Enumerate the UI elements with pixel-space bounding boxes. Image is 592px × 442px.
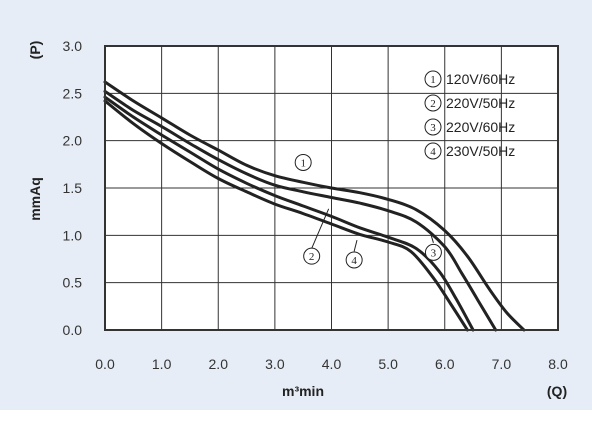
curve-label-circle	[303, 247, 321, 265]
curve-label-leader	[311, 208, 330, 249]
curve-label-leader	[353, 239, 358, 252]
legend-entry-label: 220V/50Hz	[446, 95, 515, 111]
y-tick-label: 1.5	[63, 180, 83, 196]
x-tick-labels: 0.0 1.0 2.0 3.0 4.0 5.0 6.0 7.0 8.0	[95, 356, 568, 372]
curve-label-number: 1	[300, 157, 306, 169]
legend-entry-label: 230V/50Hz	[446, 143, 515, 159]
y-tick-label: 2.5	[63, 85, 83, 101]
y-tick-label: 2.0	[63, 133, 83, 149]
x-axis-label: m³min	[282, 383, 324, 399]
legend-marker	[424, 94, 442, 112]
x-axis-unit: (Q)	[547, 383, 567, 399]
legend-marker-number: 3	[430, 122, 436, 134]
x-tick-label: 7.0	[492, 356, 512, 372]
series-line-3	[103, 89, 498, 332]
legend-marker	[424, 70, 442, 88]
x-tick-label: 6.0	[435, 356, 455, 372]
x-tick-label: 0.0	[95, 356, 115, 372]
y-axis-label: mmAq	[27, 177, 43, 221]
legend-entry-label: 220V/60Hz	[446, 119, 515, 135]
x-tick-label: 2.0	[209, 356, 229, 372]
curve-label-leader	[430, 233, 434, 243]
x-tick-label: 5.0	[378, 356, 398, 372]
curve-label-circle	[424, 243, 442, 261]
y-tick-labels: 0.0 0.5 1.0 1.5 2.0 2.5 3.0	[63, 38, 83, 338]
curves	[103, 80, 526, 332]
legend-marker-number: 4	[430, 146, 436, 158]
curve-label-number: 2	[309, 251, 315, 263]
legend-marker-number: 1	[430, 74, 436, 86]
x-tick-label: 3.0	[265, 356, 285, 372]
series-line-2	[103, 99, 469, 332]
curve-labels: 1 2 3 4	[294, 153, 442, 269]
y-tick-label: 0.5	[63, 275, 83, 291]
legend-marker-number: 2	[430, 98, 436, 110]
x-tick-label: 8.0	[548, 356, 568, 372]
series-line-1	[103, 80, 526, 332]
plot-frame	[104, 45, 559, 331]
curve-label-number: 4	[351, 255, 357, 267]
legend-entry-label: 120V/60Hz	[446, 71, 515, 87]
curve-label-number: 3	[431, 247, 437, 259]
curve-label-circle	[345, 251, 363, 269]
y-axis-unit: (P)	[27, 41, 43, 60]
x-tick-label: 1.0	[152, 356, 172, 372]
y-tick-label: 1.0	[63, 227, 83, 243]
x-tick-label: 4.0	[322, 356, 342, 372]
legend-marker	[424, 142, 442, 160]
y-tick-label: 0.0	[63, 322, 83, 338]
series-line-4	[103, 95, 475, 332]
legend: 1 120V/60Hz 2 220V/50Hz 3 220V/60Hz 4 230V/50Hz	[424, 70, 515, 160]
curve-label-circle	[294, 153, 312, 171]
legend-marker	[424, 118, 442, 136]
y-tick-label: 3.0	[63, 38, 83, 54]
